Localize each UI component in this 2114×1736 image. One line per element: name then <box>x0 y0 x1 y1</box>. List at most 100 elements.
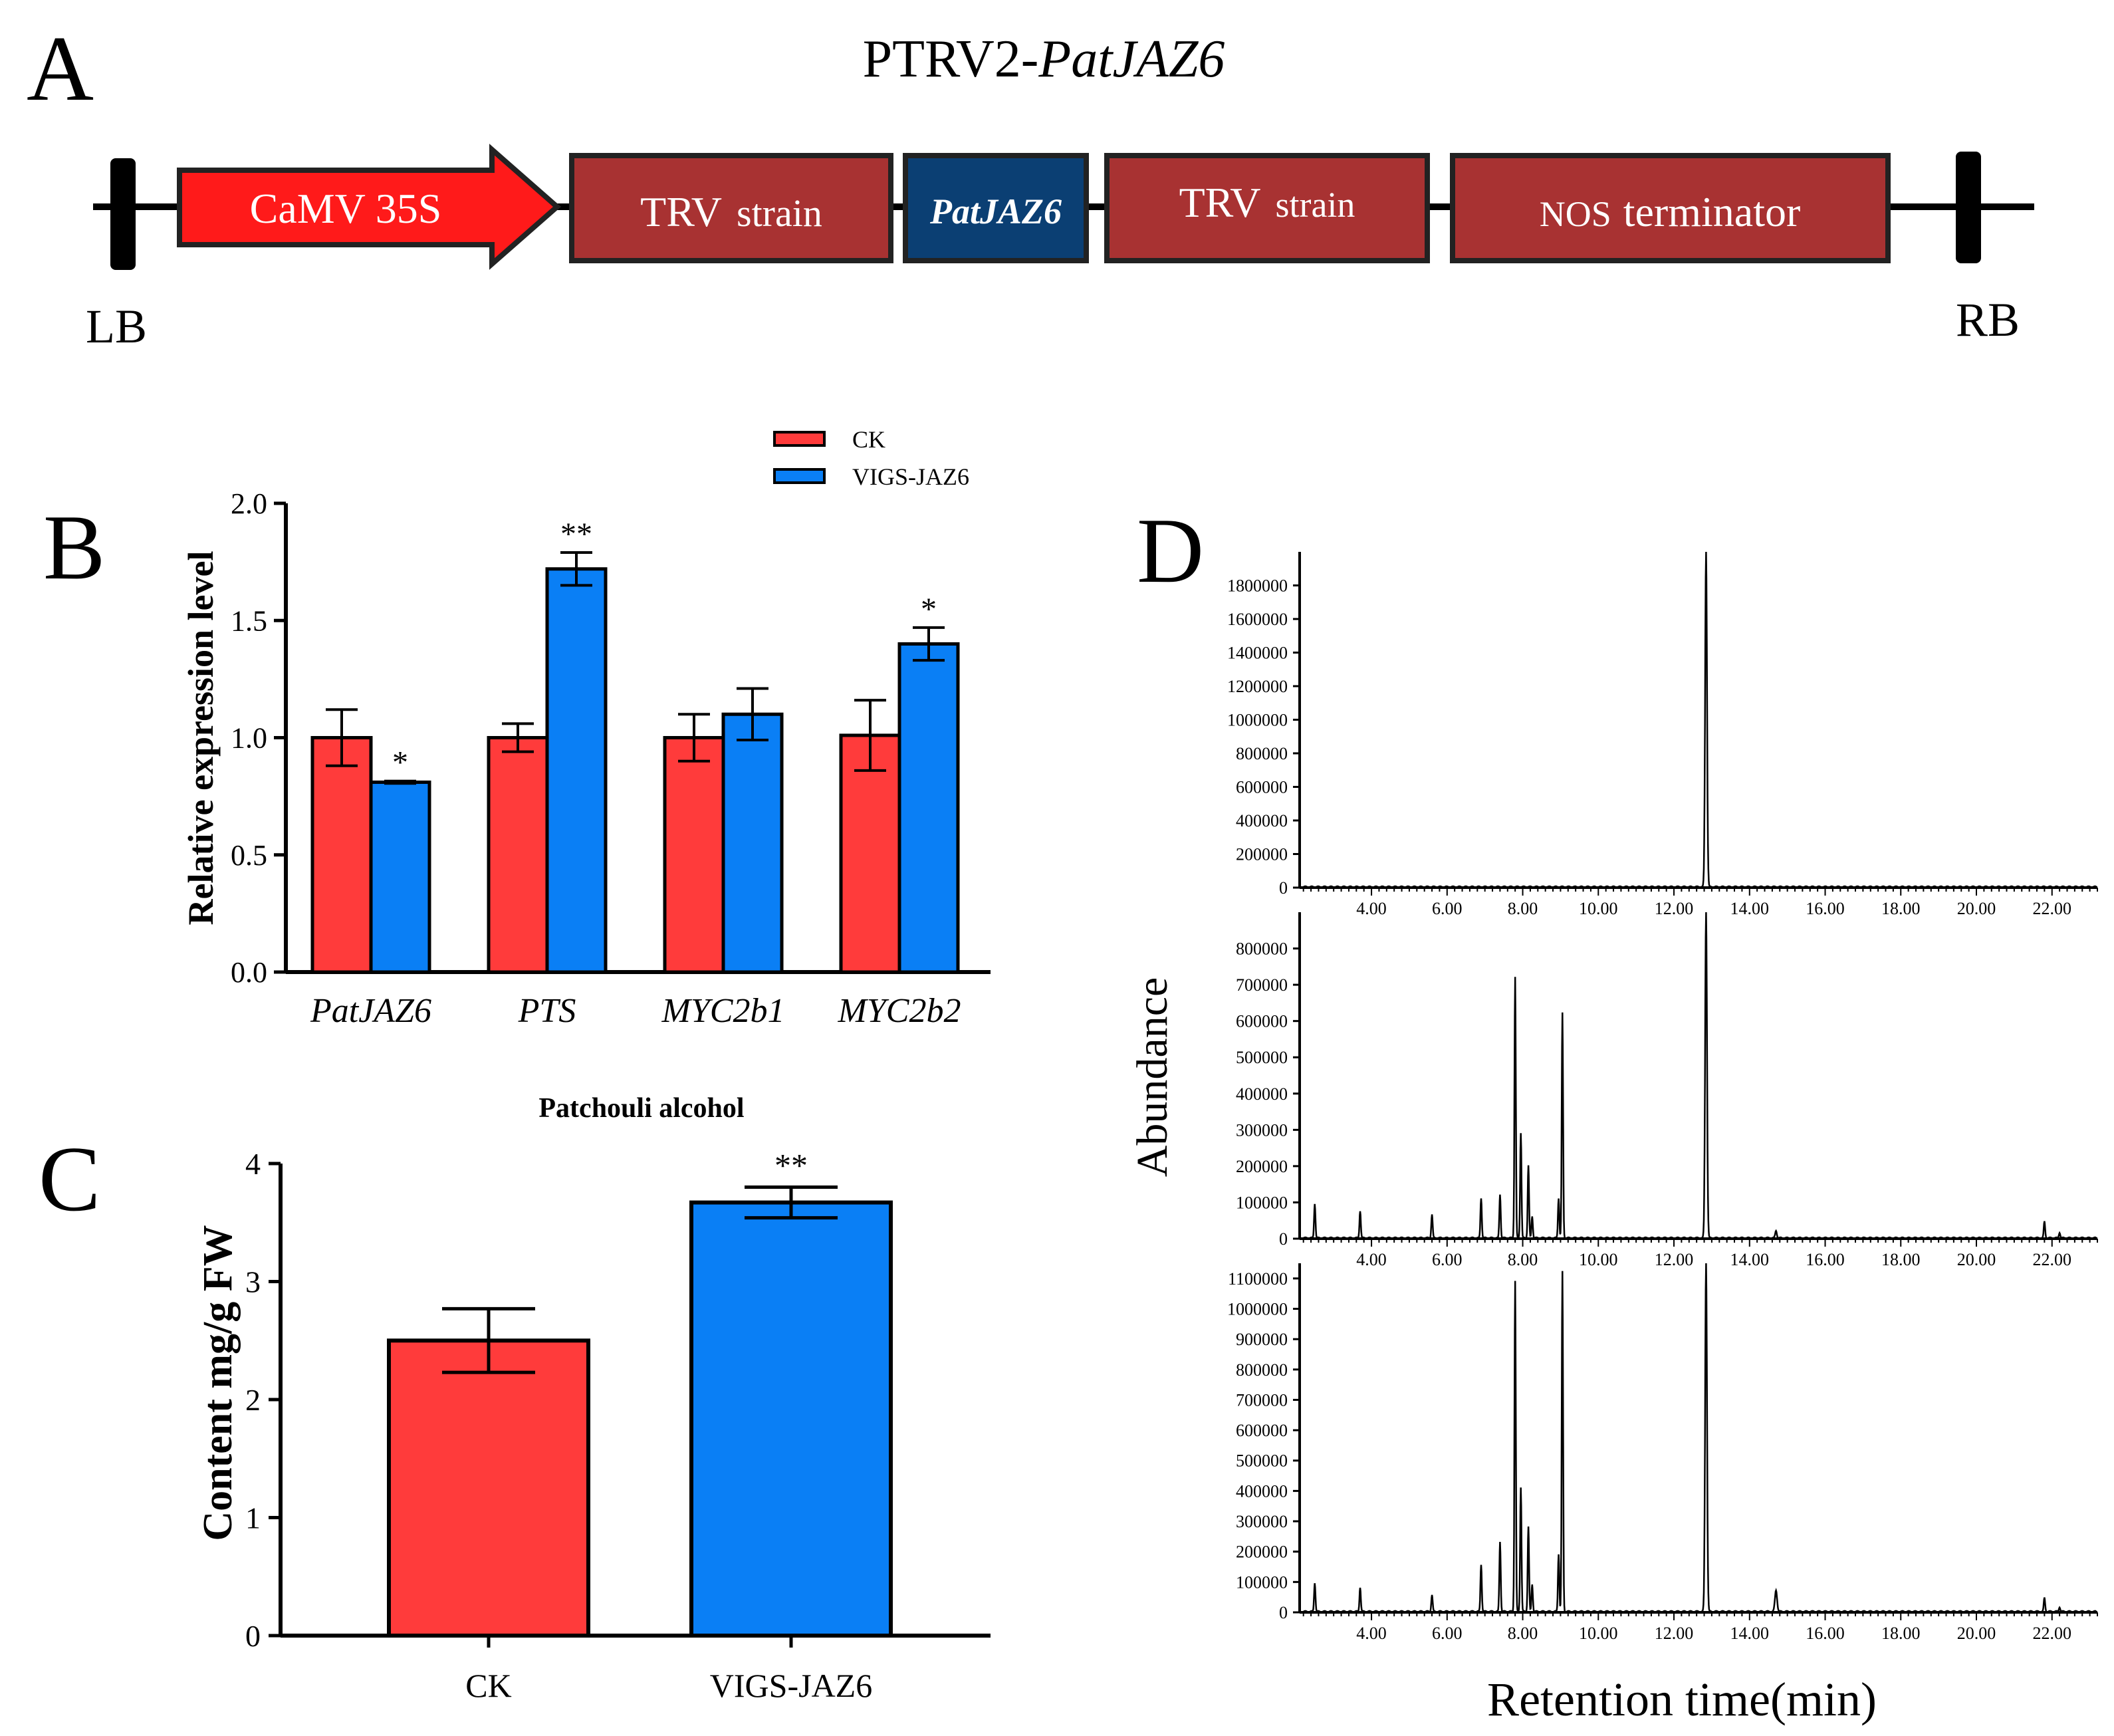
chromatogram-ytick-label: 500000 <box>1236 1451 1288 1471</box>
chromatogram-3: 0 100000 200000 300000 400000 500000 600000 700… <box>1227 1263 2098 1643</box>
construct-title-prefix: PTRV2- <box>863 30 1039 88</box>
legend-swatch-vigs <box>773 468 826 484</box>
chromatogram-ytick-label: 100000 <box>1236 1572 1288 1592</box>
chromatogram-xtick-label: 4.00 <box>1356 899 1387 918</box>
trv-strain-box-1 <box>569 153 893 263</box>
promoter-label: CaMV 35S <box>250 185 442 232</box>
construct-title: PTRV2-PatJAZ6 <box>863 30 1225 88</box>
chromatogram-ytick-label: 400000 <box>1236 811 1288 830</box>
chromatogram-ytick-label: 200000 <box>1236 1543 1288 1562</box>
chromatogram-xtick-label: 12.00 <box>1655 899 1694 918</box>
nos-terminator-box <box>1450 153 1891 263</box>
panel-b-significance: * <box>392 745 408 781</box>
panel-d-chromatograms: 0200000400000600000800000100000012000001… <box>1227 551 2098 1643</box>
panel-c-ytick-label: 4 <box>245 1147 261 1181</box>
chromatogram-1: 0 200000 400000 600000 800000 1000000 1200000 1… <box>1227 551 2098 918</box>
chromatogram-ytick-label: 700000 <box>1236 1390 1288 1410</box>
chromatogram-ytick-label: 900000 <box>1236 1330 1288 1349</box>
panel-c-bar <box>387 1338 590 1638</box>
chromatogram-ytick-label: 1000000 <box>1227 711 1288 730</box>
chromatogram-xtick-label: 10.00 <box>1579 1250 1618 1269</box>
left-border-label: LB <box>86 300 147 353</box>
chromatogram-xtick-label: 16.00 <box>1806 899 1845 918</box>
panel-b-significance: * <box>921 592 937 627</box>
chromatogram-xtick-label: 16.00 <box>1806 1624 1845 1643</box>
chromatogram-xtick-label: 18.00 <box>1881 1250 1921 1269</box>
chromatogram-ytick-label: 0 <box>1279 1603 1288 1622</box>
panel-b-bar <box>369 780 431 974</box>
panel-c-ytick-label: 0 <box>245 1619 261 1653</box>
panel-b-category-label: MYC2b2 <box>838 992 961 1030</box>
trv-strain-label-2: TRV strain <box>1179 179 1355 226</box>
chromatogram-ytick-label: 500000 <box>1236 1048 1288 1067</box>
panel-c-category-label: VIGS-JAZ6 <box>710 1667 872 1704</box>
panel-b: B CK VIGS-JAZ6 Relative expression level… <box>43 426 991 1030</box>
panel-b-bar <box>487 736 549 974</box>
panel-b-bar <box>721 712 784 974</box>
panel-d-xlabel: Retention time(min) <box>1487 1673 1877 1726</box>
chromatogram-ytick-label: 200000 <box>1236 845 1288 864</box>
panel-c-error-bars <box>442 1185 838 1374</box>
chromatogram-ytick-label: 700000 <box>1236 975 1288 995</box>
panel-b-significance: ** <box>560 517 592 552</box>
chromatogram-trace <box>1301 551 2097 888</box>
panel-c-bars <box>387 1200 893 1638</box>
chromatogram-ytick-label: 1000000 <box>1227 1299 1288 1318</box>
panel-b-error-bars <box>326 551 945 785</box>
panel-c-title: Patchouli alcohol <box>538 1093 744 1124</box>
panel-c-ytick-label: 2 <box>245 1383 261 1417</box>
chromatogram-xtick-label: 20.00 <box>1957 1624 1996 1643</box>
chromatogram-ytick-label: 0 <box>1279 878 1288 898</box>
legend-label-ck: CK <box>852 426 885 453</box>
chromatogram-xtick-label: 22.00 <box>2033 1250 2072 1269</box>
panel-c: C Patchouli alcohol Content mg/g FW 0 1 2 3… <box>39 1093 991 1704</box>
chromatogram-xtick-label: 14.00 <box>1730 899 1770 918</box>
chromatogram-xtick-label: 20.00 <box>1957 1250 1996 1269</box>
right-border-marker <box>1956 152 1981 263</box>
legend: CK VIGS-JAZ6 <box>773 426 969 490</box>
panel-b-ytick-label: 1.5 <box>231 604 267 637</box>
panel-b-ylabel: Relative expression level <box>181 551 221 926</box>
chromatogram-xtick-label: 22.00 <box>2033 1624 2072 1643</box>
chromatogram-xtick-label: 6.00 <box>1432 899 1463 918</box>
chromatogram-ytick-label: 0 <box>1279 1229 1288 1249</box>
legend-swatch-ck <box>773 431 826 447</box>
chromatogram-ytick-label: 1100000 <box>1228 1269 1288 1289</box>
panel-c-ytick-label: 3 <box>245 1265 261 1299</box>
chromatogram-ytick-label: 300000 <box>1236 1120 1288 1140</box>
right-border-label: RB <box>1956 293 2020 346</box>
patjaz6-box <box>903 153 1089 263</box>
chromatogram-2: 0 100000 200000 300000 400000 500000 600000 700… <box>1236 912 2098 1269</box>
chromatogram-xtick-label: 18.00 <box>1881 899 1921 918</box>
chromatogram-xtick-label: 6.00 <box>1432 1250 1463 1269</box>
chromatogram-ytick-label: 200000 <box>1236 1157 1288 1176</box>
chromatogram-trace <box>1301 1263 2097 1613</box>
chromatogram-ytick-label: 100000 <box>1236 1193 1288 1212</box>
panel-c-bar <box>689 1200 893 1638</box>
chromatogram-ytick-label: 1600000 <box>1227 610 1288 629</box>
panel-c-ylabel: Content mg/g FW <box>195 1225 241 1541</box>
patjaz6-label: PatJAZ6 <box>929 191 1062 231</box>
panel-b-bar <box>663 736 725 974</box>
panel-b-bar <box>545 567 608 974</box>
chromatogram-ytick-label: 600000 <box>1236 1012 1288 1031</box>
panel-b-category-label: PatJAZ6 <box>310 992 431 1030</box>
chromatogram-xtick-label: 4.00 <box>1356 1624 1387 1643</box>
panel-a-letter: A <box>27 17 94 120</box>
panel-b-ytick-label: 1.0 <box>231 722 267 755</box>
chromatogram-xtick-label: 16.00 <box>1806 1250 1845 1269</box>
chromatogram-xtick-label: 18.00 <box>1881 1624 1921 1643</box>
panel-c-letter: C <box>39 1128 100 1231</box>
chromatogram-ytick-label: 1200000 <box>1227 677 1288 696</box>
panel-c-category-label: CK <box>465 1667 511 1704</box>
chromatogram-ytick-label: 600000 <box>1236 778 1288 797</box>
chromatogram-xtick-label: 10.00 <box>1579 1624 1618 1643</box>
panel-b-bar <box>310 736 373 974</box>
legend-label-vigs: VIGS-JAZ6 <box>852 463 969 490</box>
chromatogram-ytick-label: 400000 <box>1236 1481 1288 1501</box>
panel-c-significance: ** <box>774 1147 808 1184</box>
chromatogram-xtick-label: 12.00 <box>1655 1624 1694 1643</box>
chromatogram-xtick-label: 8.00 <box>1508 899 1538 918</box>
panel-b-bars <box>310 567 960 974</box>
